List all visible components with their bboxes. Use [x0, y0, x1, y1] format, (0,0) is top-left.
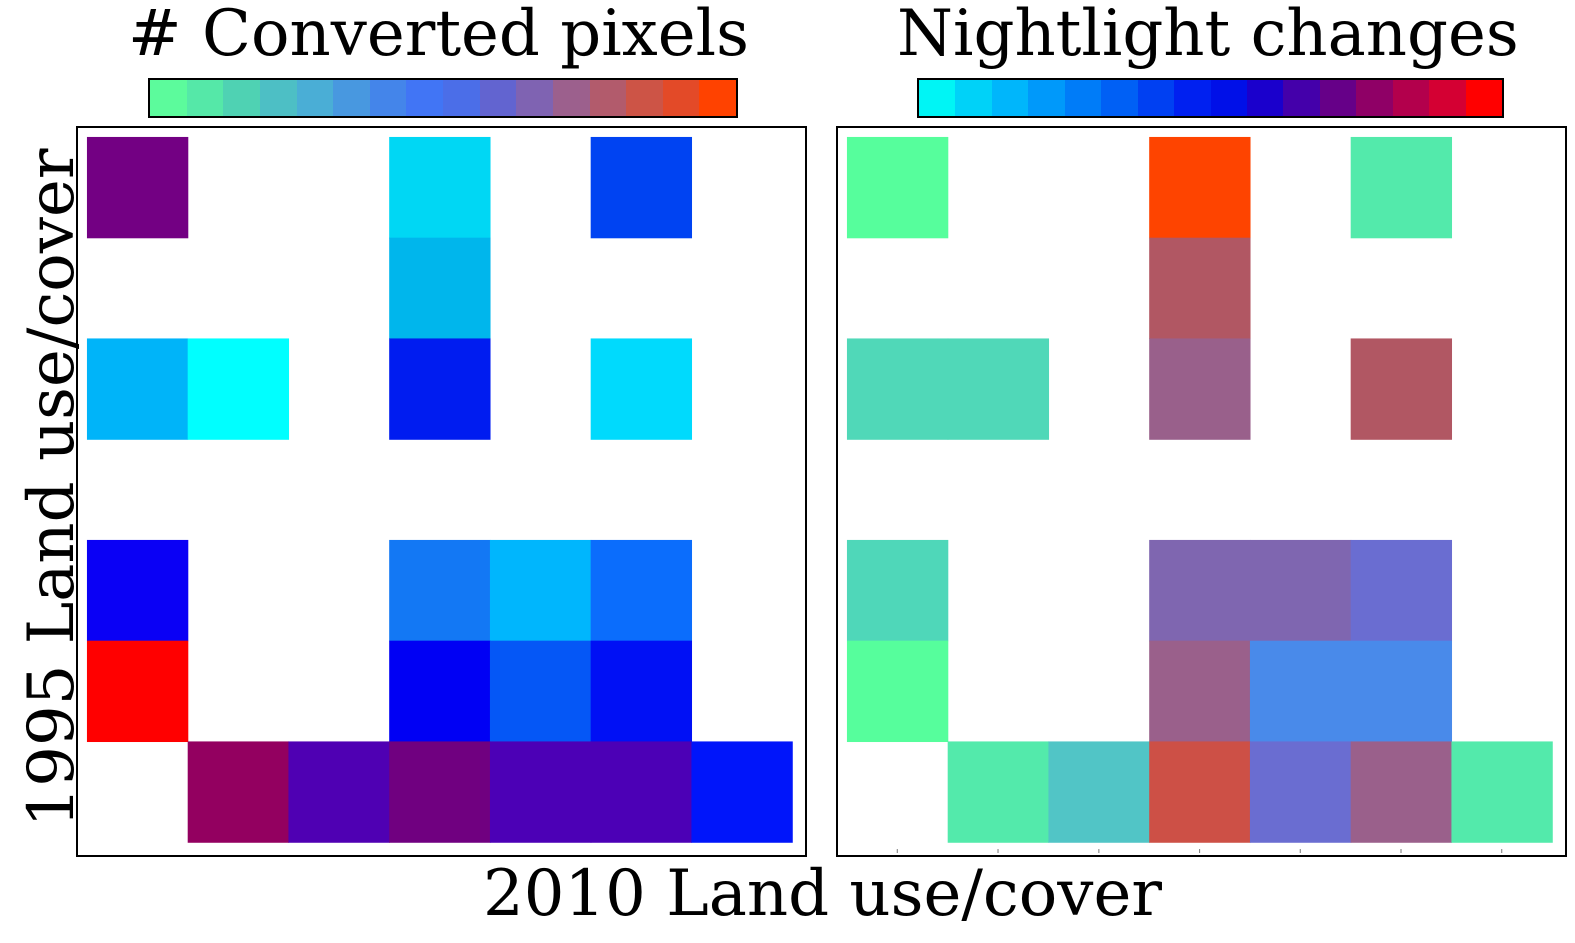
- heatmap-cell: [1149, 136, 1251, 239]
- heatmap-nightlight-changes-svg: [846, 136, 1553, 854]
- heatmap-cell: [187, 338, 290, 440]
- heatmap-cell: [389, 136, 491, 239]
- heatmap-cell: [389, 741, 491, 843]
- chart-title-nightlight-changes: Nightlight changes: [897, 0, 1519, 71]
- heatmap-cell: [489, 741, 592, 843]
- heatmap-cell: [1350, 640, 1453, 743]
- heatmap-cell: [846, 640, 949, 743]
- colorbar-swatch: [1174, 80, 1211, 116]
- heatmap-cell: [1350, 741, 1453, 843]
- colorbar-swatch: [699, 80, 736, 116]
- colorbar-swatch: [369, 80, 407, 116]
- heatmap-cell: [86, 539, 189, 642]
- colorbar-swatch: [186, 80, 224, 116]
- heatmap-cell: [590, 338, 693, 440]
- heatmap-cell: [86, 136, 189, 239]
- colorbar-swatch: [662, 80, 700, 116]
- colorbar-swatch: [1465, 80, 1502, 116]
- colorbar-swatch: [1028, 80, 1065, 116]
- heatmap-cell: [389, 237, 491, 340]
- heatmap-cell: [947, 338, 1050, 440]
- colorbar-nightlight-changes: [917, 78, 1504, 118]
- heatmap-cell: [389, 338, 491, 440]
- heatmap-cell: [1350, 539, 1453, 642]
- heatmap-cell: [389, 640, 491, 743]
- heatmap-cell: [1350, 338, 1453, 440]
- colorbar-swatch: [223, 80, 260, 116]
- heatmap-cell: [1451, 741, 1553, 843]
- colorbar-swatch: [1101, 80, 1138, 116]
- heatmap-converted-pixels-svg: [86, 136, 793, 843]
- colorbar-swatch: [552, 80, 590, 116]
- heatmap-cell: [1149, 741, 1251, 843]
- heatmap-cell: [288, 741, 390, 843]
- heatmap-cell: [1149, 338, 1251, 440]
- colorbar-swatch: [1283, 80, 1320, 116]
- heatmap-cell: [389, 539, 491, 642]
- colorbar-swatch: [1137, 80, 1175, 116]
- colorbar-swatch: [333, 80, 370, 116]
- heatmap-cell: [489, 640, 592, 743]
- colorbar-swatch: [1210, 80, 1247, 116]
- colorbar-swatch: [1246, 80, 1284, 116]
- colorbar-swatch: [589, 80, 627, 116]
- heatmap-cell: [1249, 741, 1352, 843]
- heatmap-cell: [947, 741, 1050, 843]
- heatmap-cell: [846, 338, 949, 440]
- heatmap-cell: [1249, 640, 1352, 743]
- heatmap-nightlight-changes: [836, 126, 1567, 857]
- heatmap-cell: [590, 136, 693, 239]
- colorbar-converted-pixels: [148, 78, 738, 118]
- colorbar-swatch: [150, 80, 187, 116]
- heatmap-cell: [86, 640, 189, 743]
- colorbar-swatch: [443, 80, 480, 116]
- y-axis-label: 1995 Land use/cover: [15, 148, 89, 828]
- heatmap-cell: [1149, 237, 1251, 340]
- heatmap-cell: [86, 338, 189, 440]
- colorbar-swatch: [406, 80, 443, 116]
- heatmap-cell: [489, 539, 592, 642]
- heatmap-cell: [187, 741, 290, 843]
- heatmap-cell: [846, 539, 949, 642]
- heatmap-cell: [1048, 741, 1150, 843]
- heatmap-cell: [1149, 539, 1251, 642]
- colorbar-swatch: [1392, 80, 1430, 116]
- colorbar-swatch: [919, 80, 956, 116]
- heatmap-cell: [1149, 640, 1251, 743]
- colorbar-swatch: [1429, 80, 1466, 116]
- colorbar-swatch: [626, 80, 663, 116]
- heatmap-converted-pixels: [76, 126, 807, 857]
- heatmap-cell: [846, 136, 949, 239]
- colorbar-swatch: [1064, 80, 1102, 116]
- colorbar-swatch: [1319, 80, 1357, 116]
- colorbar-swatch: [991, 80, 1029, 116]
- colorbar-swatch: [955, 80, 992, 116]
- colorbar-swatch: [259, 80, 297, 116]
- colorbar-swatch: [296, 80, 334, 116]
- colorbar-swatch: [479, 80, 517, 116]
- heatmap-cell: [590, 539, 693, 642]
- heatmap-cell: [1350, 136, 1453, 239]
- heatmap-cell: [590, 741, 693, 843]
- heatmap-cell: [1249, 539, 1352, 642]
- chart-title-converted-pixels: # Converted pixels: [128, 0, 749, 71]
- colorbar-swatch: [1356, 80, 1393, 116]
- x-axis-label: 2010 Land use/cover: [483, 857, 1162, 931]
- colorbar-swatch: [516, 80, 553, 116]
- heatmap-cell: [691, 741, 793, 843]
- heatmap-cell: [590, 640, 693, 743]
